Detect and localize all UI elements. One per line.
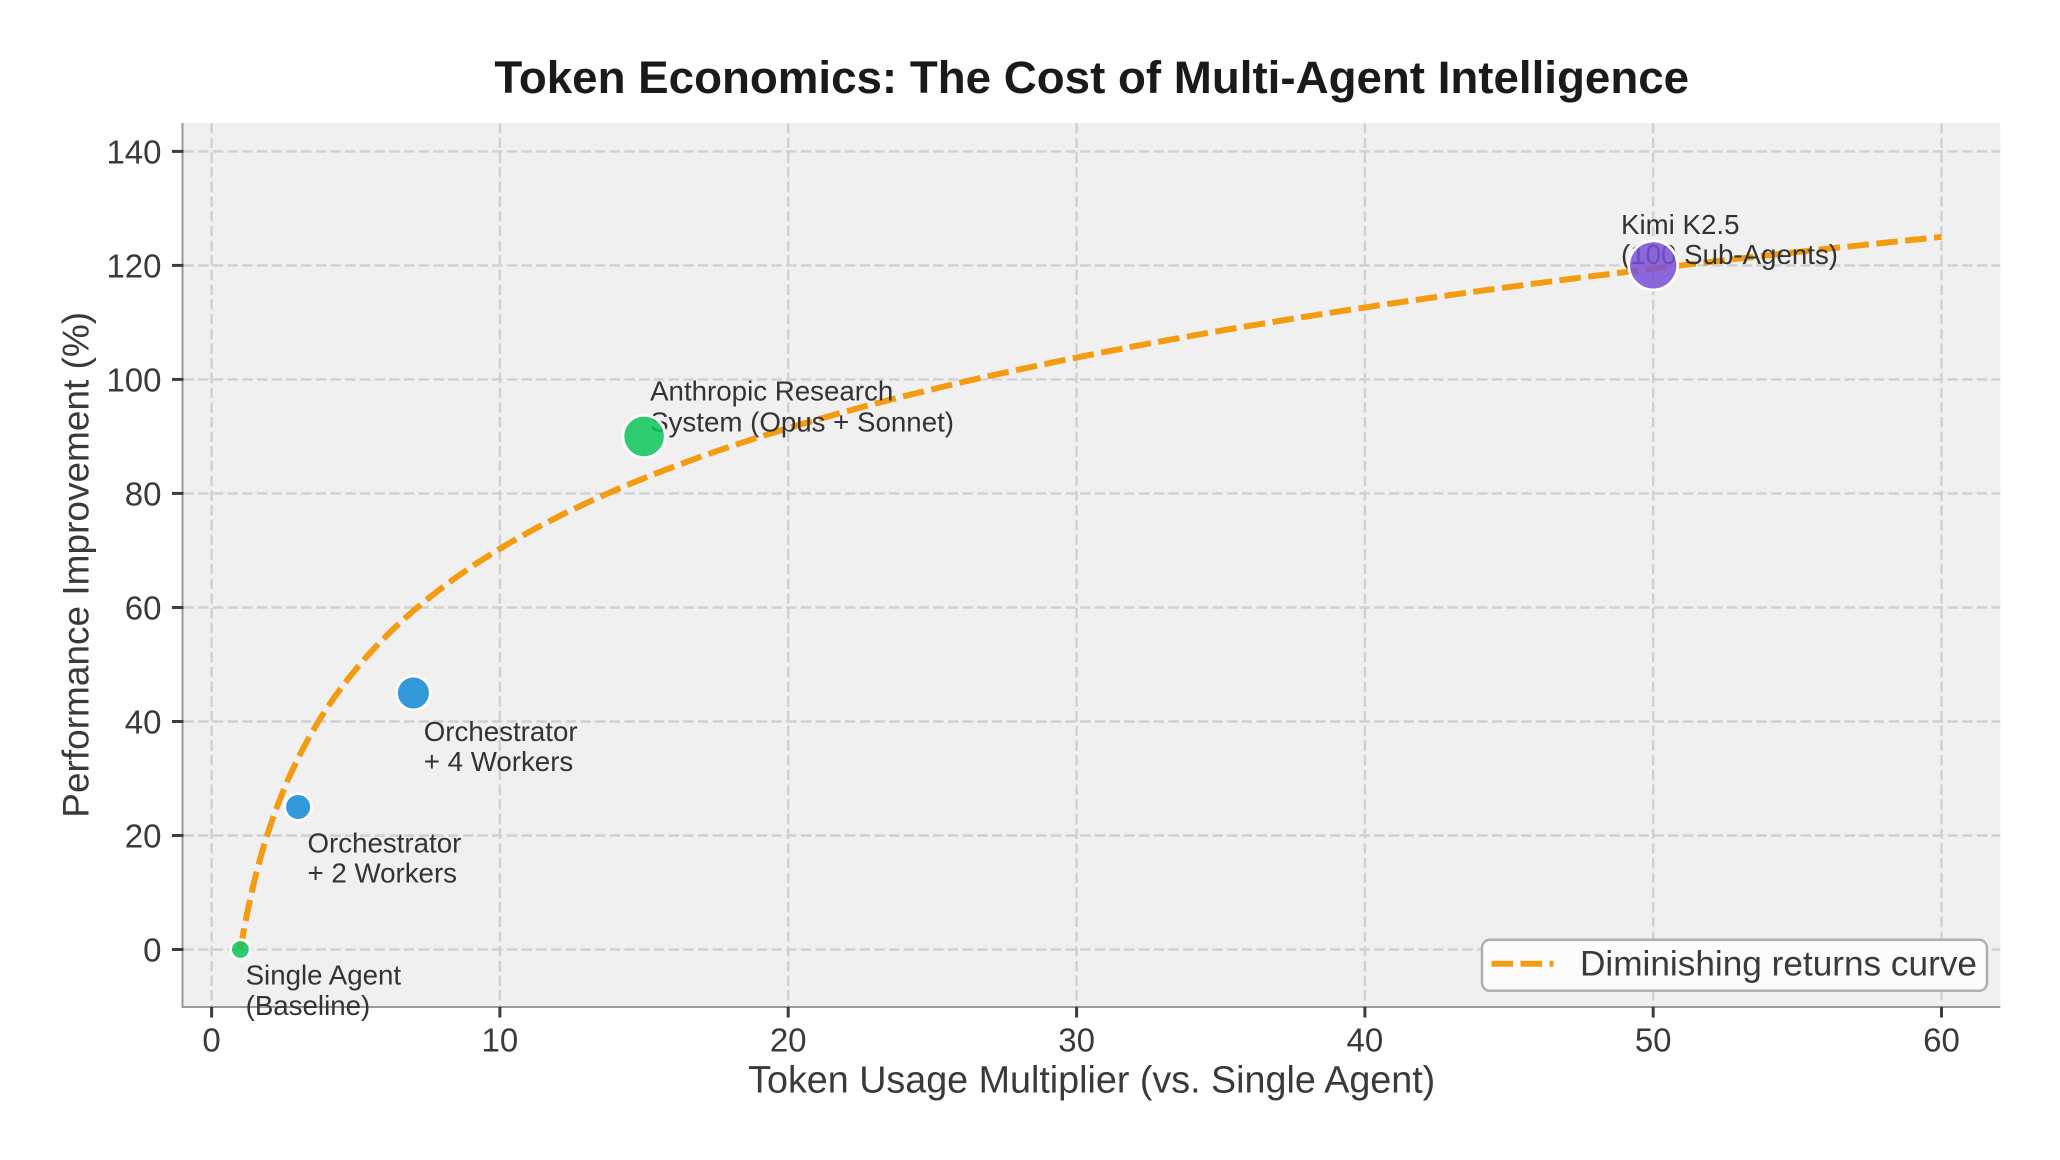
svg-text:40: 40 xyxy=(125,704,162,741)
svg-text:Anthropic Research: Anthropic Research xyxy=(650,376,893,407)
svg-text:Token Economics: The Cost of M: Token Economics: The Cost of Multi-Agent… xyxy=(494,52,1689,103)
svg-text:+ 2 Workers: + 2 Workers xyxy=(308,858,458,889)
svg-text:Performance Improvement (%): Performance Improvement (%) xyxy=(56,312,97,818)
svg-text:50: 50 xyxy=(1635,1022,1672,1059)
svg-text:Orchestrator: Orchestrator xyxy=(308,828,462,859)
svg-text:0: 0 xyxy=(143,932,161,969)
svg-text:Kimi K2.5: Kimi K2.5 xyxy=(1621,209,1739,240)
svg-text:100: 100 xyxy=(106,361,161,398)
svg-text:60: 60 xyxy=(125,590,162,627)
svg-text:Orchestrator: Orchestrator xyxy=(424,716,578,747)
svg-text:60: 60 xyxy=(1923,1022,1960,1059)
svg-text:Single Agent: Single Agent xyxy=(246,960,402,991)
svg-text:120: 120 xyxy=(106,247,161,284)
svg-text:30: 30 xyxy=(1058,1022,1095,1059)
svg-text:40: 40 xyxy=(1347,1022,1384,1059)
svg-text:(Baseline): (Baseline) xyxy=(246,990,371,1021)
svg-text:10: 10 xyxy=(482,1022,519,1059)
svg-text:80: 80 xyxy=(125,475,162,512)
svg-text:+ 4 Workers: + 4 Workers xyxy=(424,746,574,777)
svg-text:Diminishing returns curve: Diminishing returns curve xyxy=(1580,944,1977,983)
svg-text:0: 0 xyxy=(202,1022,220,1059)
svg-text:Token Usage Multiplier (vs. Si: Token Usage Multiplier (vs. Single Agent… xyxy=(748,1058,1435,1100)
svg-text:System (Opus + Sonnet): System (Opus + Sonnet) xyxy=(650,406,954,437)
svg-text:20: 20 xyxy=(125,818,162,855)
svg-text:20: 20 xyxy=(770,1022,807,1059)
svg-text:140: 140 xyxy=(106,133,161,170)
